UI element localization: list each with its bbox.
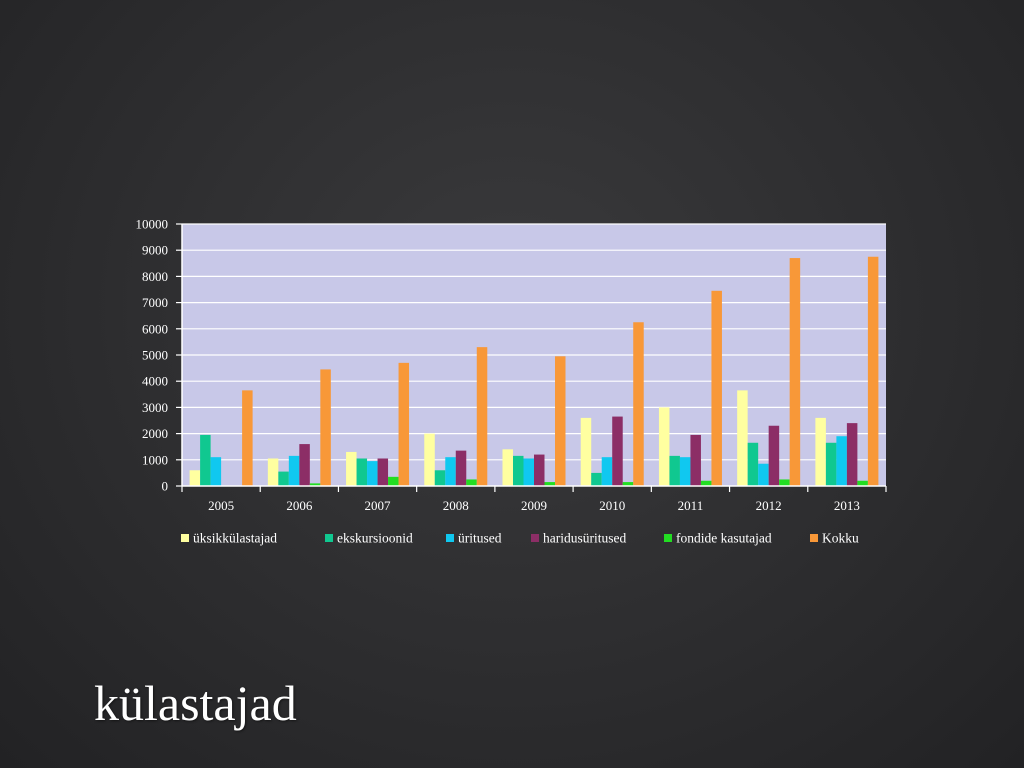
bars [189, 256, 879, 486]
bar [658, 407, 670, 486]
x-tick-label: 2012 [756, 498, 782, 513]
bar [242, 390, 253, 486]
bar [388, 476, 399, 486]
y-tick-label: 1000 [142, 452, 168, 467]
legend: üksikkülastajad ekskursioonid üritused hari… [181, 531, 859, 546]
bar [267, 458, 279, 486]
bar [612, 416, 623, 486]
x-tick-label: 2008 [443, 498, 469, 513]
bar [601, 457, 613, 486]
bar [455, 450, 467, 486]
bar [815, 417, 826, 486]
bar [398, 362, 410, 486]
x-tick-label: 2010 [599, 498, 625, 513]
legend-label: üksikkülastajad [193, 531, 277, 546]
bar [299, 444, 310, 486]
bar [200, 434, 211, 486]
bar [711, 290, 722, 486]
y-tick-label: 3000 [142, 400, 168, 415]
bar [476, 347, 488, 486]
bar [789, 258, 801, 486]
bar [445, 457, 456, 486]
bar [377, 458, 389, 486]
bar [309, 483, 321, 486]
bar [633, 322, 644, 486]
bar [580, 417, 592, 486]
bar [669, 455, 680, 486]
bar [747, 442, 759, 486]
bar [434, 470, 446, 486]
bar [836, 436, 847, 486]
legend-label: fondide kasutajad [676, 531, 772, 546]
legend-item: Kokku [810, 531, 859, 546]
bar [288, 455, 300, 486]
bar [846, 423, 858, 486]
axes [176, 223, 887, 492]
bar [534, 454, 545, 486]
bar [857, 480, 868, 486]
x-tick-label: 2013 [834, 498, 860, 513]
legend-label: üritused [458, 531, 502, 546]
bar [825, 442, 837, 486]
y-tick-label: 7000 [142, 295, 168, 310]
bar [278, 471, 289, 486]
legend-item: fondide kasutajad [664, 531, 772, 546]
legend-swatch [325, 534, 333, 542]
bar [346, 451, 357, 486]
bar [555, 356, 566, 486]
legend-label: haridusüritused [543, 531, 626, 546]
legend-item: üksikkülastajad [181, 531, 277, 546]
bar [758, 463, 769, 486]
bar [513, 455, 524, 486]
bar [679, 457, 691, 486]
bar [867, 256, 879, 486]
y-tick-label: 0 [162, 479, 169, 494]
bar [210, 457, 222, 486]
y-tick-label: 6000 [142, 321, 168, 336]
legend-swatch [181, 534, 189, 542]
legend-swatch [810, 534, 818, 542]
bar [622, 482, 634, 486]
slide-title: külastajad [94, 675, 297, 731]
y-tick-label: 9000 [142, 243, 168, 258]
x-tick-label: 2007 [365, 498, 392, 513]
y-tick-label: 4000 [142, 374, 168, 389]
bar [700, 480, 712, 486]
bar [779, 479, 790, 486]
legend-item: haridusüritused [531, 531, 626, 546]
legend-item: ekskursioonid [325, 531, 413, 546]
bar [466, 479, 477, 486]
x-tick-labels: 2005 2006 2007 2008 2009 2010 2011 2012 2013 [208, 498, 860, 513]
bar [320, 369, 331, 486]
x-tick-label: 2009 [521, 498, 547, 513]
y-tick-label: 2000 [142, 426, 168, 441]
bar [690, 434, 701, 486]
bar [356, 458, 368, 486]
bar [189, 470, 201, 486]
legend-swatch [664, 534, 672, 542]
bar [544, 482, 555, 486]
x-tick-label: 2011 [678, 498, 704, 513]
legend-label: Kokku [822, 531, 859, 546]
grid-lines [182, 223, 886, 461]
bar [502, 449, 513, 486]
bar [523, 458, 534, 486]
x-tick-label: 2005 [208, 498, 234, 513]
bar [424, 433, 435, 486]
bar [367, 461, 378, 486]
legend-swatch [446, 534, 454, 542]
y-tick-label: 8000 [142, 269, 168, 284]
bar [591, 472, 602, 486]
y-tick-label: 10000 [136, 217, 169, 232]
legend-item: üritused [446, 531, 502, 546]
legend-swatch [531, 534, 539, 542]
bar [737, 390, 748, 486]
y-tick-labels: 0 1000 2000 3000 4000 5000 6000 7000 8000 9000 100… [136, 217, 169, 494]
legend-label: ekskursioonid [337, 531, 413, 546]
x-tick-label: 2006 [286, 498, 313, 513]
bar [768, 425, 780, 486]
y-tick-label: 5000 [142, 348, 168, 363]
